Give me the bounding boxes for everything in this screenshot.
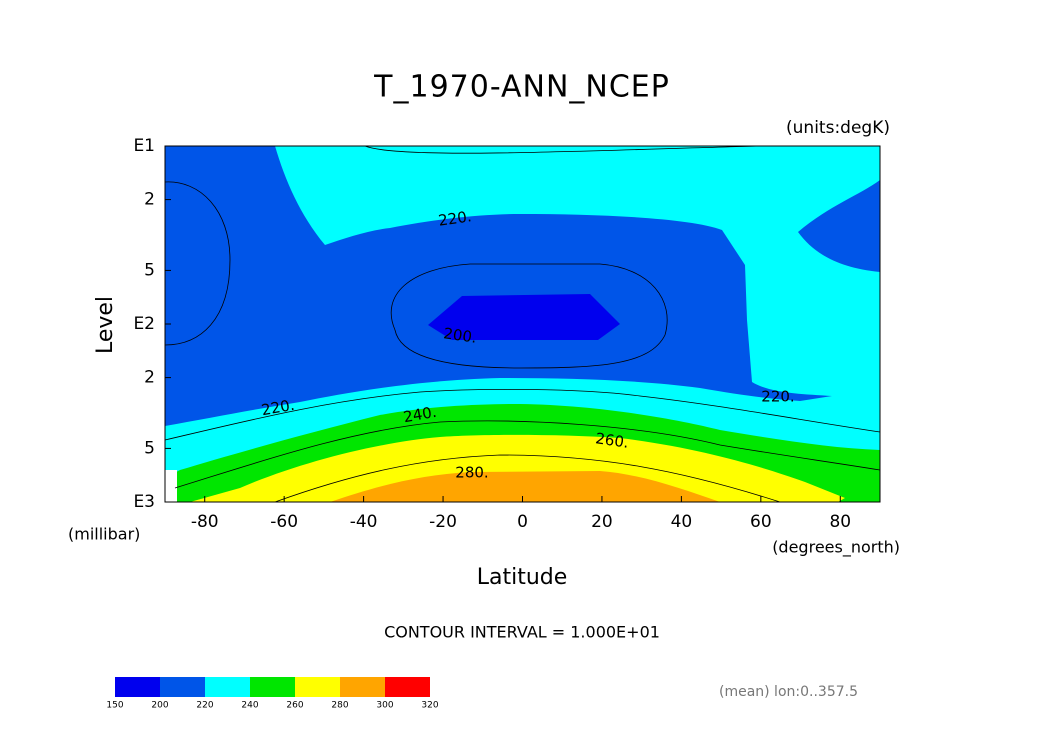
colorbar-segment [250,677,295,697]
y-tick-label: 5 [144,260,155,280]
colorbar-segment [295,677,340,697]
x-tick-label: 60 [750,512,772,532]
colorbar-segment [340,677,385,697]
contour-line [164,181,231,346]
x-tick-label: 0 [517,512,528,532]
y-tick-label: E1 [133,136,155,156]
colorbar-segment [385,677,430,697]
x-tick-label: -60 [270,512,298,532]
x-tick-label: 80 [829,512,851,532]
contour-label: 220. [260,396,296,420]
x-units: (degrees_north) [772,538,900,558]
y-tick-label: E3 [133,492,155,512]
region-260-280 [190,434,845,502]
footnote: (mean) lon:0..357.5 [719,684,858,700]
colorbar-label: 150 [106,701,123,711]
x-tick-label: -20 [429,512,457,532]
colorbar-label: 300 [376,701,393,711]
y-units: (millibar) [68,525,140,544]
contour-line [174,420,881,489]
colorbar-segment [115,677,160,697]
contour-line [164,388,881,441]
contour-label: 220. [761,388,794,406]
contour-line [364,145,761,154]
y-tick-label: E2 [133,314,155,334]
y-axis-label: Level [93,296,118,354]
chart-title: T_1970-ANN_NCEP [373,70,670,105]
missing-data [165,470,177,502]
colorbar-label: 280 [331,701,348,711]
region-150-200 [428,294,620,340]
contour-label: 220. [437,207,473,229]
colorbar-label: 240 [241,701,258,711]
y-tick-label: 2 [144,368,155,388]
contour-interval: CONTOUR INTERVAL = 1.000E+01 [384,623,660,642]
x-tick-label: 20 [591,512,613,532]
x-tick-label: -80 [191,512,219,532]
contour-label: 260. [594,429,630,451]
x-tick-label: -40 [350,512,378,532]
region-280-300 [330,471,720,502]
contour-label: 240. [402,403,438,427]
colorbar-label: 220 [196,701,213,711]
contour-label: 280. [455,464,488,482]
colorbar-label: 320 [421,701,438,711]
colorbar-label: 260 [286,701,303,711]
x-tick-label: 40 [671,512,693,532]
y-tick-label: 2 [144,190,155,210]
region-200-220 [165,146,832,426]
contour-line [274,454,781,503]
plot-area [164,145,881,503]
colorbar-segment [205,677,250,697]
contour-label: 200. [442,324,478,346]
x-axis-label: Latitude [477,565,568,590]
units: (units:degK) [786,118,890,138]
colorbar-segment [160,677,205,697]
region-200-220 [798,180,880,272]
contour-line [390,263,668,369]
y-tick-label: 5 [144,438,155,458]
colorbar-label: 200 [151,701,168,711]
